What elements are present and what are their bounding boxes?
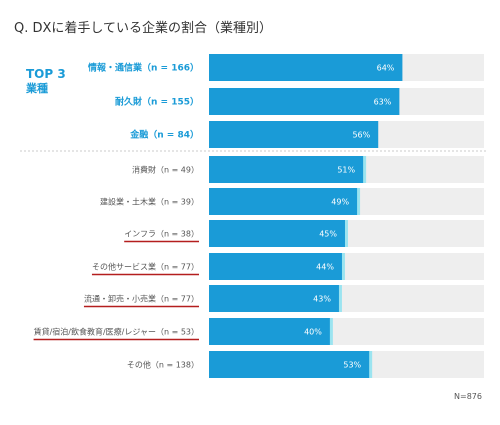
category-label: 耐久財（n = 155）	[115, 96, 199, 108]
bar	[209, 285, 339, 312]
category-label: その他サービス業（n = 77）	[92, 262, 199, 272]
bar-value-label: 56%	[352, 131, 370, 140]
category-label: 流通・卸売・小売業（n = 77）	[84, 294, 199, 304]
bar-value-label: 51%	[337, 166, 355, 175]
bar-value-label: 44%	[316, 263, 334, 272]
bar	[209, 253, 342, 280]
bar	[209, 188, 358, 215]
category-label: インフラ（n = 38）	[124, 230, 199, 239]
bar	[209, 318, 330, 345]
bar	[209, 220, 345, 247]
category-label: その他（n = 138）	[127, 360, 199, 370]
category-label: 情報・通信業（n = 166）	[87, 62, 199, 74]
category-label: 金融（n = 84）	[129, 129, 199, 141]
bar-value-label: 53%	[343, 361, 361, 370]
bar-value-label: 63%	[374, 98, 392, 107]
bar	[209, 156, 364, 183]
category-label: 建設業・土木業（n = 39）	[100, 197, 199, 207]
bars-group: 64% 情報・通信業（n = 166） 63% 耐久財（n = 155） 56% 金融（n…	[33, 54, 484, 378]
bar	[209, 88, 400, 115]
bar-value-label: 49%	[331, 198, 349, 207]
top3-sublabel: 業種	[25, 81, 48, 95]
bar-value-label: 45%	[319, 230, 337, 239]
bar-value-label: 64%	[377, 64, 395, 73]
category-label: 消費財（n = 49）	[132, 165, 199, 175]
bar	[209, 351, 370, 378]
bar	[209, 54, 403, 81]
bar	[209, 121, 379, 148]
category-label: 賃貸/宿泊/飲食教育/医療/レジャー（n = 53）	[34, 327, 199, 337]
bar-value-label: 43%	[313, 295, 331, 304]
sample-size-note: N=876	[454, 392, 482, 401]
bar-value-label: 40%	[304, 328, 322, 337]
top3-label: TOP 3	[26, 67, 66, 81]
chart-title: Q. DXに着手している企業の割合（業種別）	[14, 20, 272, 36]
